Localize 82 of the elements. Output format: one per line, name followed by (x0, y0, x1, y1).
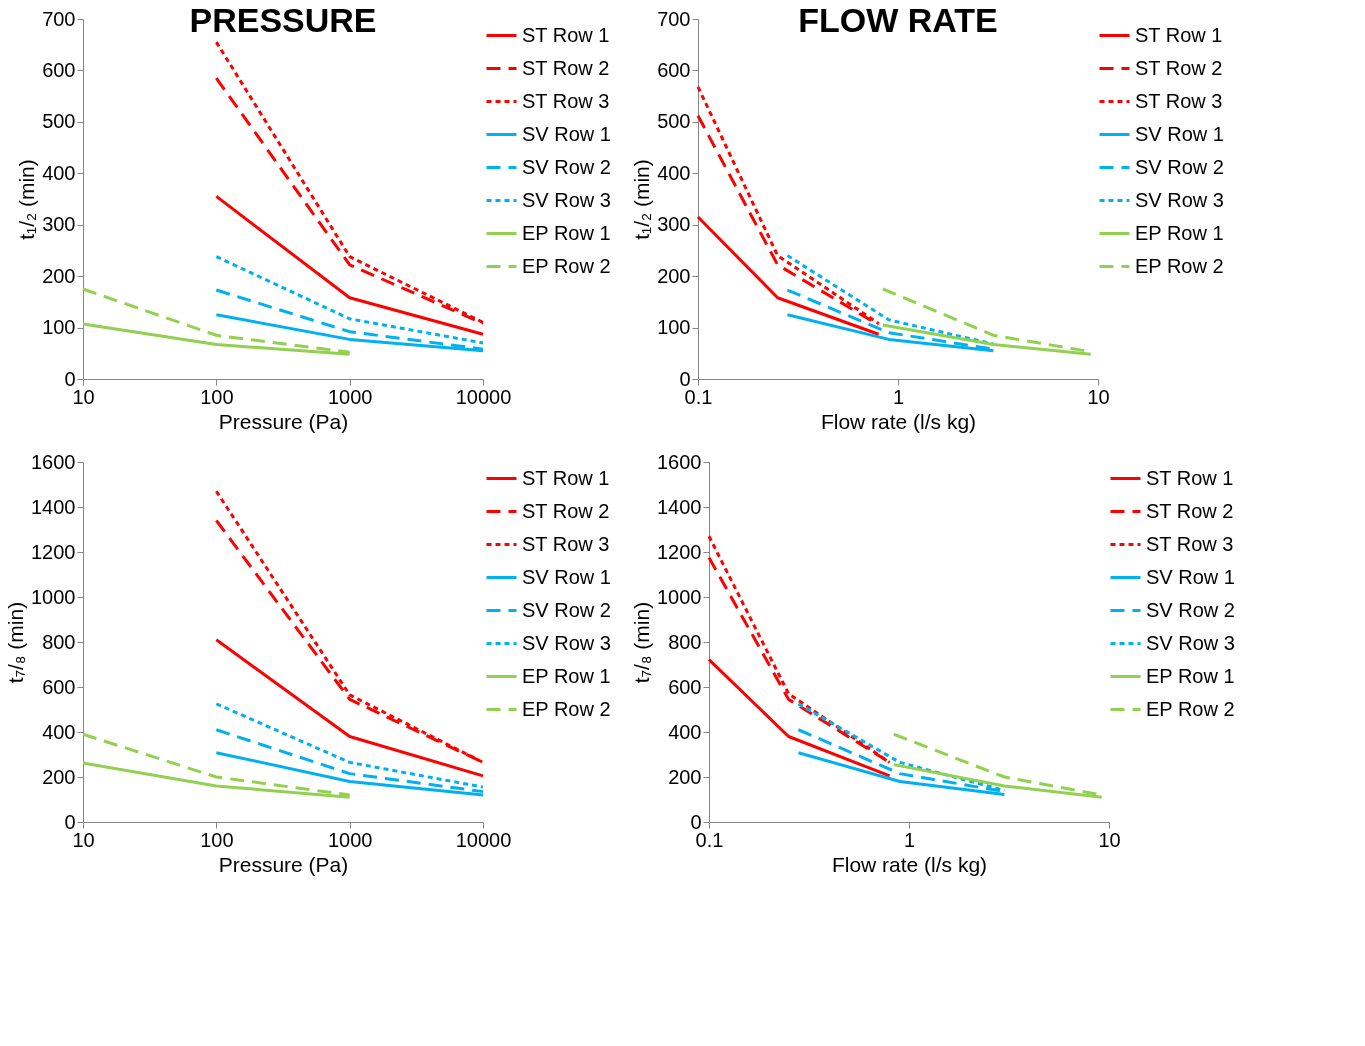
legend-label: ST Row 3 (1146, 532, 1234, 555)
legend-label: SV Row 2 (522, 598, 611, 621)
x-tick-label: 100 (200, 385, 234, 408)
y-tick-label: 400 (668, 720, 702, 743)
x-tick-label: 1 (903, 828, 916, 851)
legend-label: ST Row 1 (1135, 23, 1223, 46)
legend-label: SV Row 1 (522, 122, 611, 145)
legend-label: SV Row 3 (1135, 188, 1224, 211)
y-tick-label: 1600 (657, 450, 702, 473)
y-tick-label: 400 (42, 720, 76, 743)
x-tick-label: 10000 (455, 828, 512, 851)
legend-label: EP Row 1 (522, 664, 611, 687)
y-axis-title: t₇/₈ (min) (630, 601, 654, 684)
y-tick-label: 400 (42, 161, 76, 184)
legend-label: EP Row 2 (522, 254, 611, 277)
y-tick-label: 600 (42, 58, 76, 81)
y-tick-label: 700 (42, 7, 76, 30)
x-tick-label: 1000 (327, 385, 373, 408)
legend-label: ST Row 2 (522, 56, 610, 79)
chart-title: FLOW RATE (798, 1, 998, 39)
y-tick-label: 1600 (31, 450, 76, 473)
y-tick-label: 1000 (657, 585, 702, 608)
legend-label: EP Row 2 (522, 697, 611, 720)
legend-label: ST Row 3 (522, 89, 610, 112)
y-tick-label: 200 (657, 264, 691, 287)
y-tick-label: 300 (42, 213, 76, 236)
legend-label: EP Row 1 (1146, 664, 1235, 687)
legend-label: ST Row 3 (1135, 89, 1223, 112)
legend-label: SV Row 2 (1146, 598, 1235, 621)
y-tick-label: 500 (657, 110, 691, 133)
legend-label: ST Row 1 (522, 466, 610, 489)
legend-label: SV Row 3 (1146, 631, 1235, 654)
legend-label: ST Row 3 (522, 532, 610, 555)
y-tick-label: 1200 (657, 540, 702, 563)
y-tick-label: 200 (42, 765, 76, 788)
legend-label: EP Row 1 (1135, 221, 1224, 244)
legend-label: SV Row 2 (522, 155, 611, 178)
y-tick-label: 800 (42, 630, 76, 653)
x-tick-label: 10 (1098, 828, 1121, 851)
legend-label: SV Row 1 (522, 565, 611, 588)
legend-label: ST Row 1 (1146, 466, 1234, 489)
legend-label: SV Row 2 (1135, 155, 1224, 178)
y-tick-label: 300 (657, 213, 691, 236)
chart-title: PRESSURE (189, 1, 377, 39)
x-tick-label: 10000 (455, 385, 512, 408)
y-tick-label: 600 (657, 58, 691, 81)
legend-label: EP Row 2 (1135, 254, 1224, 277)
y-tick-label: 1400 (31, 495, 76, 518)
x-axis-title: Pressure (Pa) (218, 852, 349, 876)
y-tick-label: 700 (657, 7, 691, 30)
y-tick-label: 600 (42, 675, 76, 698)
y-tick-label: 200 (42, 264, 76, 287)
y-tick-label: 1400 (657, 495, 702, 518)
x-axis-title: Pressure (Pa) (218, 409, 349, 433)
y-tick-label: 500 (42, 110, 76, 133)
legend-label: EP Row 1 (522, 221, 611, 244)
x-tick-label: 100 (200, 828, 234, 851)
y-tick-label: 800 (668, 630, 702, 653)
y-axis-title: t₁/₂ (min) (15, 159, 39, 240)
y-tick-label: 400 (657, 161, 691, 184)
legend-label: ST Row 2 (1146, 499, 1234, 522)
legend-label: SV Row 3 (522, 631, 611, 654)
x-axis-title: Flow rate (l/s kg) (831, 852, 988, 876)
x-axis-title: Flow rate (l/s kg) (820, 409, 977, 433)
legend-label: SV Row 3 (522, 188, 611, 211)
y-tick-label: 200 (668, 765, 702, 788)
x-tick-label: 1 (892, 385, 905, 408)
legend-label: SV Row 1 (1146, 565, 1235, 588)
y-tick-label: 100 (42, 316, 76, 339)
x-tick-label: 10 (1087, 385, 1110, 408)
y-tick-label: 600 (668, 675, 702, 698)
y-tick-label: 1000 (31, 585, 76, 608)
y-tick-label: 100 (657, 316, 691, 339)
y-axis-title: t₁/₂ (min) (630, 159, 654, 240)
y-tick-label: 1200 (31, 540, 76, 563)
x-tick-label: 1000 (327, 828, 373, 851)
legend-label: ST Row 2 (522, 499, 610, 522)
legend-label: ST Row 2 (1135, 56, 1223, 79)
legend-label: SV Row 1 (1135, 122, 1224, 145)
legend-label: ST Row 1 (522, 23, 610, 46)
y-axis-title: t₇/₈ (min) (4, 601, 28, 684)
legend-label: EP Row 2 (1146, 697, 1235, 720)
